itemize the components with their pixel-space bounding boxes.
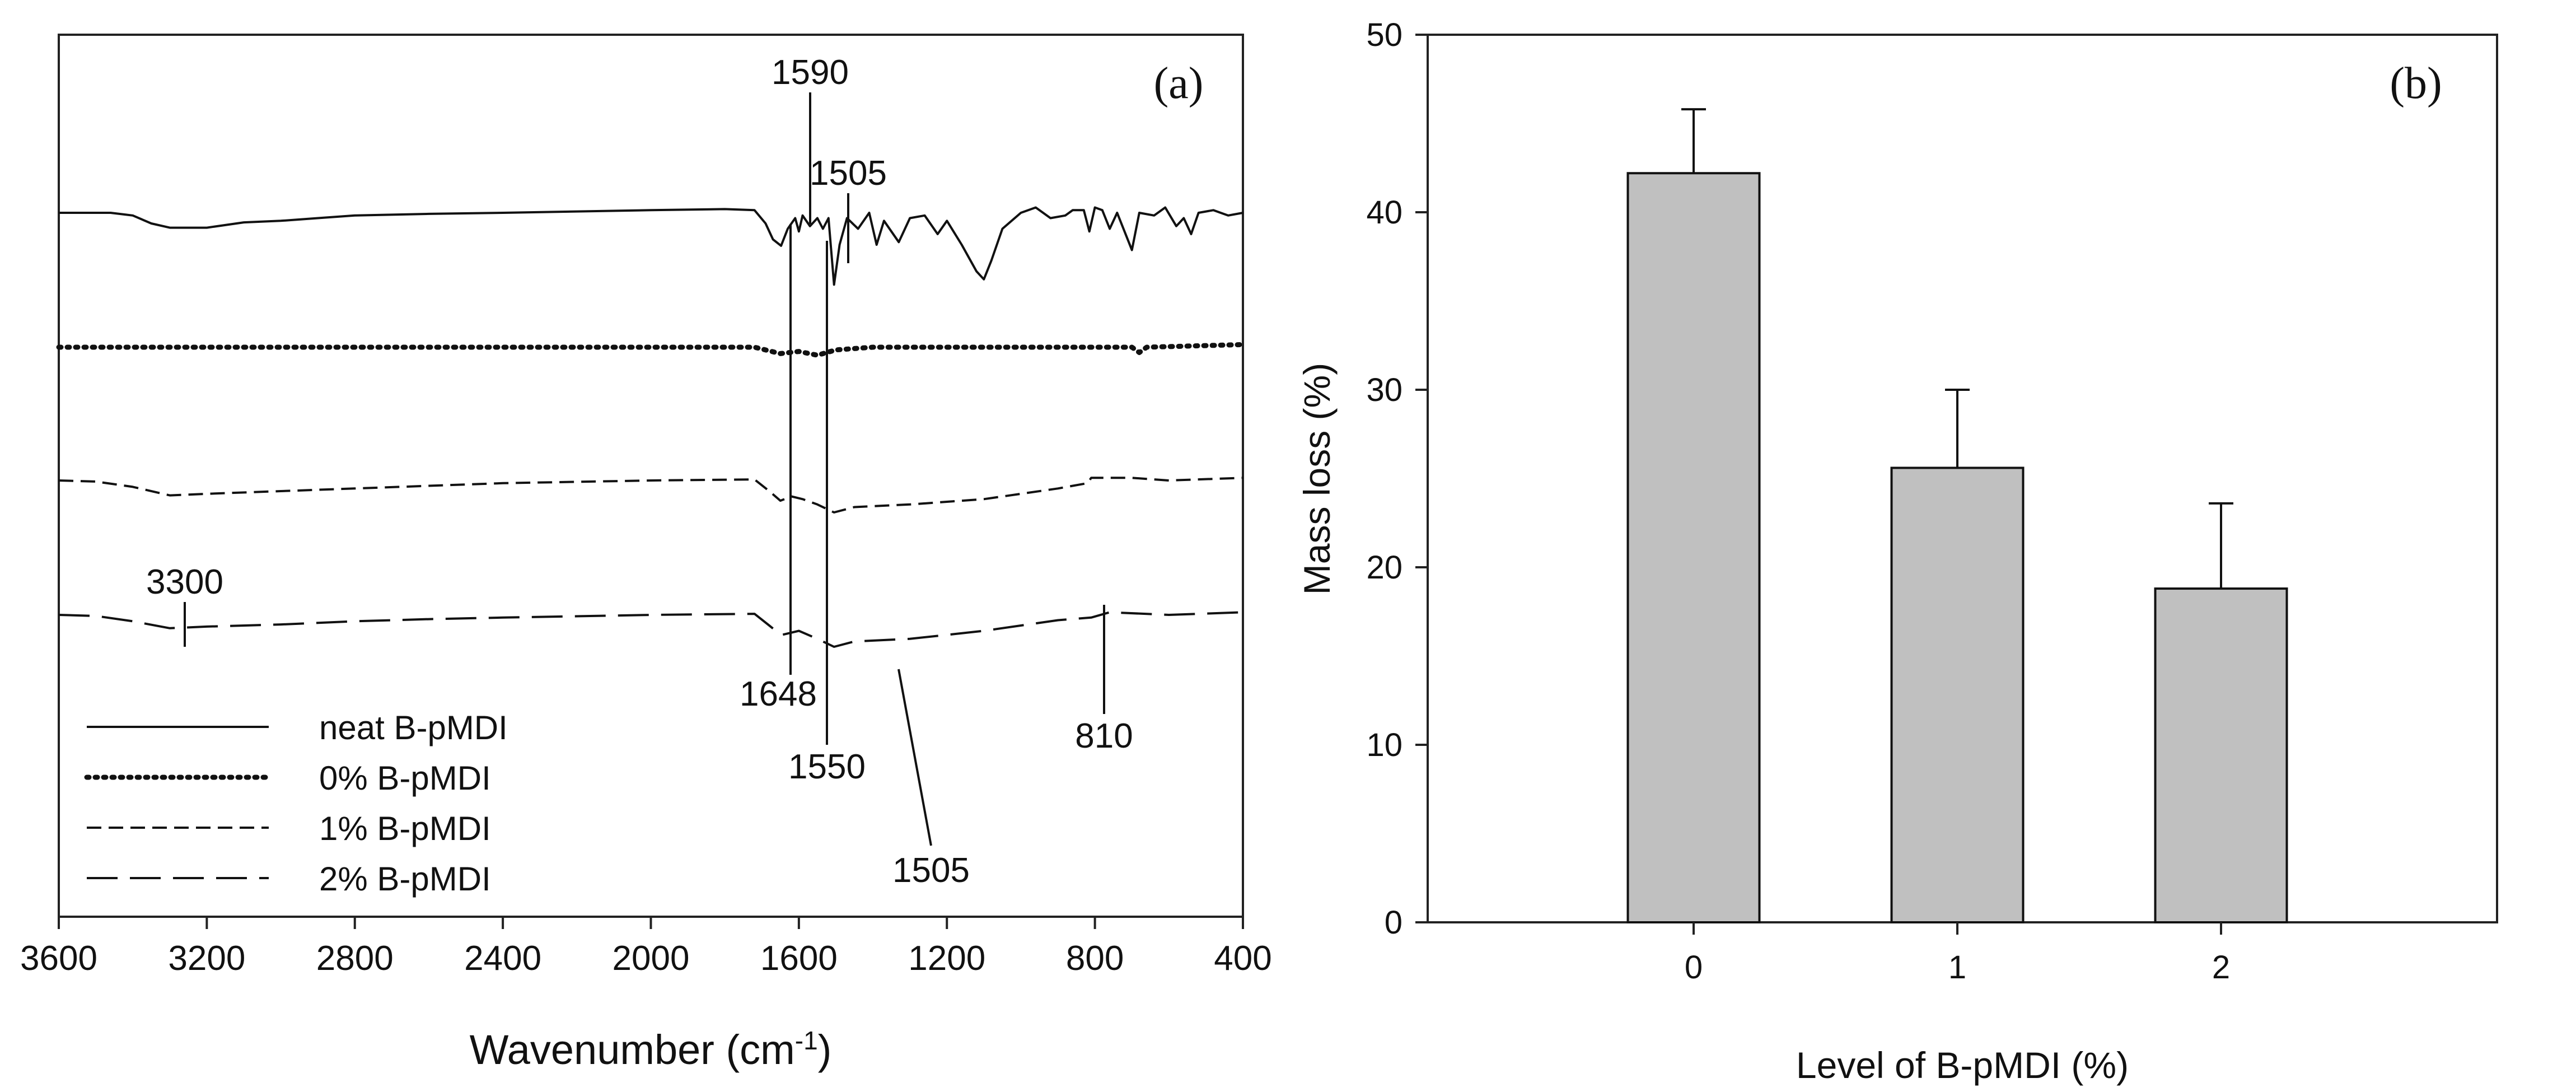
ftir-legend-label: 1% B-pMDI — [319, 810, 491, 847]
ftir-peak-label: 3300 — [146, 563, 223, 601]
ftir-x-axis-label: Wavenumber (cm-1) — [470, 1026, 832, 1073]
ftir-peak-label: 1590 — [772, 53, 849, 92]
ftir-x-tick-label: 2000 — [613, 939, 690, 978]
ftir-peak-label: 1505 — [892, 851, 970, 890]
ftir-x-axis-label-close: ) — [818, 1026, 832, 1073]
ftir-panel: 3600 3200 2800 2400 2000 1600 1200 800 400 15901… — [20, 34, 1272, 1073]
bar-y-tick-label: 20 — [1366, 549, 1402, 586]
ftir-x-tick-label: 1600 — [760, 939, 838, 978]
bar-panel-label: (b) — [2390, 59, 2442, 108]
ftir-annotation-group: 1590 1505 3300 1648 1550 810 1505 — [146, 53, 1133, 890]
bar-0 — [1626, 172, 1761, 923]
ftir-peak-label: 1648 — [740, 675, 817, 713]
ftir-x-axis-label-superscript: -1 — [795, 1026, 818, 1055]
ftir-legend: neat B-pMDI 0% B-pMDI 1% B-pMDI 2% B-pMDI — [84, 709, 508, 898]
ftir-series-line-1 — [56, 342, 1246, 358]
bar-y-tick-label: 30 — [1366, 372, 1402, 408]
ftir-plot-frame — [58, 34, 1244, 918]
bar-x-tick-label: 0 — [1685, 949, 1703, 986]
ftir-x-ticks: 3600 3200 2800 2400 2000 1600 1200 800 400 — [20, 917, 1272, 978]
ftir-peak-label: 810 — [1075, 717, 1133, 755]
bar-2 — [2154, 587, 2288, 924]
ftir-series-line-3 — [58, 611, 1243, 648]
bar-x-tick-label: 2 — [2212, 949, 2230, 986]
ftir-peak-label: 1505 — [810, 154, 887, 193]
ftir-peak-leader-line — [897, 669, 932, 846]
ftir-legend-label: neat B-pMDI — [319, 709, 508, 746]
ftir-x-axis-label-text: Wavenumber (cm — [470, 1026, 795, 1073]
ftir-legend-label: 0% B-pMDI — [319, 759, 491, 797]
bar-y-tick-label: 10 — [1366, 727, 1402, 763]
bar-y-axis-label: Mass loss (%) — [1296, 363, 1338, 595]
ftir-x-tick-label: 1200 — [908, 939, 985, 978]
bar-x-ticks: 0 1 2 — [1685, 922, 2230, 986]
ftir-peak-label: 1550 — [788, 748, 866, 786]
ftir-legend-label: 2% B-pMDI — [319, 860, 491, 898]
bar-1 — [1890, 466, 2025, 923]
bar-x-tick-label: 1 — [1948, 949, 1966, 986]
ftir-x-tick-label: 3200 — [168, 939, 245, 978]
bar-y-tick-label: 0 — [1385, 904, 1402, 941]
ftir-x-tick-label: 3600 — [20, 939, 97, 978]
ftir-x-tick-label: 800 — [1066, 939, 1124, 978]
ftir-x-tick-label: 2400 — [464, 939, 541, 978]
bar-y-tick-label: 50 — [1366, 17, 1402, 53]
bar-group — [1626, 108, 2288, 924]
bar-y-ticks: 0 10 20 30 40 50 — [1366, 17, 1428, 941]
bar-y-tick-label: 40 — [1366, 194, 1402, 231]
ftir-panel-label: (a) — [1154, 59, 1204, 108]
ftir-series-line-0 — [59, 206, 1243, 286]
bar-x-axis-label: Level of B-pMDI (%) — [1796, 1044, 2129, 1086]
ftir-x-tick-label: 400 — [1214, 939, 1271, 978]
ftir-series-line-2 — [58, 477, 1243, 514]
ftir-x-tick-label: 2800 — [316, 939, 394, 978]
ftir-series-group — [56, 206, 1246, 648]
